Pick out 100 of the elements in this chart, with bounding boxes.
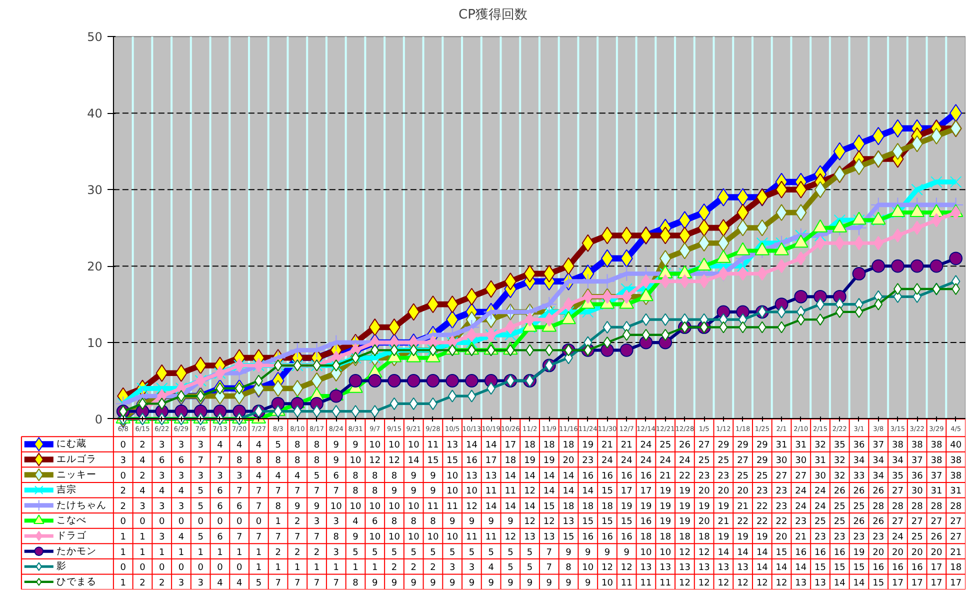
data-label: 18 xyxy=(602,502,614,512)
data-label: 22 xyxy=(678,471,690,482)
data-label: 15 xyxy=(872,578,884,588)
data-label: 38 xyxy=(950,456,962,466)
data-label: 10 xyxy=(350,502,362,512)
data-label: 7 xyxy=(546,548,552,558)
data-label: 9 xyxy=(352,532,359,542)
legend-label: ニッキー xyxy=(56,469,96,480)
data-label: 7 xyxy=(314,486,320,497)
data-label: 22 xyxy=(776,517,788,528)
data-label: 16 xyxy=(872,563,884,574)
data-label: 13 xyxy=(737,563,749,574)
data-label: 2 xyxy=(275,548,281,558)
data-label: 10 xyxy=(446,532,458,542)
data-label: 14 xyxy=(485,502,498,512)
data-label: 14 xyxy=(504,471,516,482)
data-label: 8 xyxy=(352,578,359,588)
data-label: 5 xyxy=(198,486,204,497)
data-label: 4 xyxy=(488,563,494,574)
data-label: 27 xyxy=(737,456,749,466)
data-label: 9 xyxy=(488,517,494,528)
data-label: 5 xyxy=(430,548,436,558)
data-label: 0 xyxy=(217,517,224,528)
data-label: 12 xyxy=(776,578,788,588)
data-label: 14 xyxy=(543,486,556,497)
data-label: 18 xyxy=(524,440,536,451)
data-label: 38 xyxy=(950,471,962,482)
data-label: 16 xyxy=(640,517,652,528)
data-label: 32 xyxy=(834,456,846,466)
data-label: 24 xyxy=(660,456,672,466)
data-label: 20 xyxy=(930,548,942,558)
data-label: 8 xyxy=(333,532,340,542)
data-label: 28 xyxy=(892,502,904,512)
data-label: 19 xyxy=(756,532,768,542)
data-label: 15 xyxy=(427,456,439,466)
data-label: 9 xyxy=(585,548,592,558)
data-label: 6 xyxy=(217,532,224,542)
data-label: 23 xyxy=(834,532,846,542)
data-label: 0 xyxy=(159,563,165,574)
data-label: 13 xyxy=(795,578,807,588)
data-label: 0 xyxy=(198,517,204,528)
data-label: 5 xyxy=(198,532,204,542)
data-label: 24 xyxy=(814,502,826,512)
data-label: 8 xyxy=(566,563,572,574)
data-label: 6 xyxy=(217,502,224,512)
data-label: 3 xyxy=(236,471,242,482)
data-label: 7 xyxy=(236,486,242,497)
data-label: 23 xyxy=(872,532,884,542)
data-label: 15 xyxy=(776,548,788,558)
data-label: 22 xyxy=(756,502,768,512)
data-label: 1 xyxy=(140,548,146,558)
data-label: 6 xyxy=(159,456,165,466)
data-label: 10 xyxy=(388,440,400,451)
data-label: 1 xyxy=(294,563,300,574)
data-label: 26 xyxy=(834,486,846,497)
data-label: 8 xyxy=(314,456,320,466)
data-label: 5 xyxy=(198,502,204,512)
data-label: 17 xyxy=(504,440,516,451)
data-label: 2 xyxy=(120,486,126,497)
data-label: 1 xyxy=(352,563,358,574)
data-label: 9 xyxy=(391,486,398,497)
data-label: 4 xyxy=(178,486,184,497)
data-label: 19 xyxy=(678,517,691,528)
data-label: 12 xyxy=(698,578,710,588)
data-label: 32 xyxy=(834,471,846,482)
data-label: 24 xyxy=(892,532,904,542)
data-label: 3 xyxy=(198,578,204,588)
data-label: 12 xyxy=(524,517,536,528)
data-label: 27 xyxy=(892,517,904,528)
data-label: 9 xyxy=(585,578,592,588)
data-label: 8 xyxy=(294,456,301,466)
data-label: 8 xyxy=(430,517,436,528)
data-label: 20 xyxy=(562,456,575,466)
data-label: 0 xyxy=(140,517,146,528)
data-label: 16 xyxy=(602,532,614,542)
data-label: 7 xyxy=(314,532,320,542)
data-label: 35 xyxy=(834,440,846,451)
data-label: 9 xyxy=(624,548,630,558)
data-label: 13 xyxy=(814,578,826,588)
data-label: 11 xyxy=(427,440,439,451)
data-label: 9 xyxy=(604,548,610,558)
data-label: 13 xyxy=(640,563,652,574)
data-label: 9 xyxy=(566,548,572,558)
data-label: 14 xyxy=(853,578,865,588)
data-label: 15 xyxy=(834,563,846,574)
legend-label: エルゴラ xyxy=(56,453,96,466)
data-label: 16 xyxy=(620,471,633,482)
data-label: 36 xyxy=(853,440,865,451)
data-label: 37 xyxy=(911,456,923,466)
data-label: 34 xyxy=(872,456,884,466)
data-label: 6 xyxy=(217,486,224,497)
data-label: 12 xyxy=(504,532,516,542)
data-label: 25 xyxy=(737,471,749,482)
data-label: 27 xyxy=(950,517,962,528)
data-label: 0 xyxy=(120,440,126,451)
y-tick-label: 50 xyxy=(87,30,102,44)
data-label: 17 xyxy=(620,486,632,497)
data-label: 19 xyxy=(853,548,865,558)
data-label: 10 xyxy=(408,502,420,512)
data-label: 10 xyxy=(388,532,400,542)
